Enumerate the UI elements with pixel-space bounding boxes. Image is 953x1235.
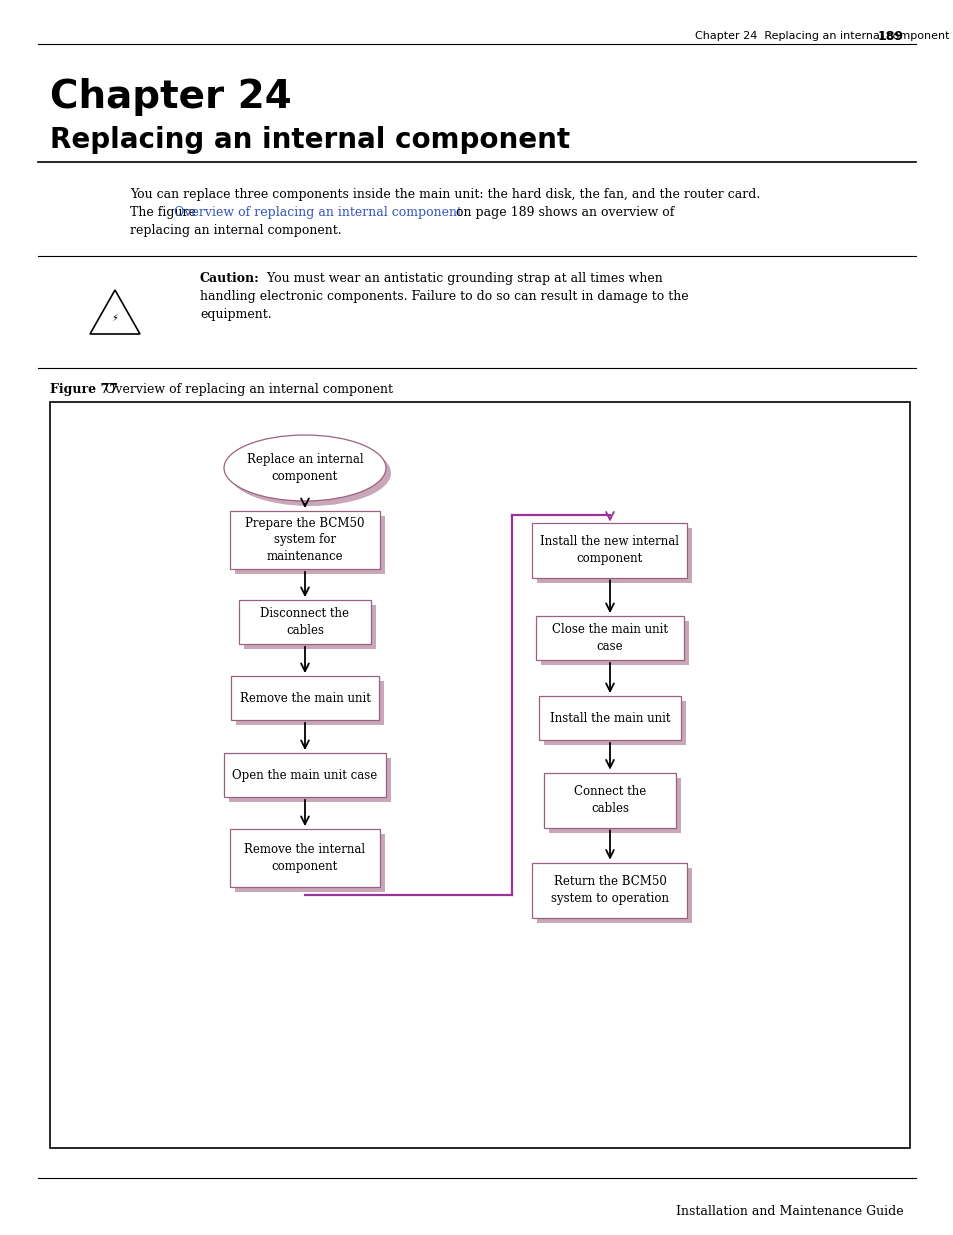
Bar (537, 527, 692, 583)
Text: on page 189 shows an overview of: on page 189 shows an overview of (452, 206, 674, 219)
Text: Remove the internal
component: Remove the internal component (244, 844, 365, 873)
Bar (244, 605, 375, 650)
Polygon shape (90, 290, 140, 333)
Text: Return the BCM50
system to operation: Return the BCM50 system to operation (551, 876, 668, 905)
Text: You can replace three components inside the main unit: the hard disk, the fan, a: You can replace three components inside … (130, 188, 760, 201)
Text: Prepare the BCM50
system for
maintenance: Prepare the BCM50 system for maintenance (245, 516, 364, 563)
Text: Chapter 24: Chapter 24 (50, 78, 292, 116)
Bar (543, 701, 685, 745)
Bar (538, 697, 680, 740)
Text: Open the main unit case: Open the main unit case (233, 768, 377, 782)
Bar (537, 867, 692, 923)
Text: Installation and Maintenance Guide: Installation and Maintenance Guide (676, 1205, 903, 1218)
Bar (230, 829, 379, 887)
Bar (543, 773, 676, 827)
Text: Overview of replacing an internal component: Overview of replacing an internal compon… (97, 383, 393, 396)
Bar (540, 621, 688, 664)
Bar (234, 516, 385, 574)
Text: The figure: The figure (130, 206, 200, 219)
Bar (229, 758, 391, 802)
Bar (230, 511, 379, 569)
Bar (548, 778, 680, 832)
Text: Replace an internal
component: Replace an internal component (247, 453, 363, 483)
Bar (231, 676, 378, 720)
Text: Disconnect the
cables: Disconnect the cables (260, 606, 349, 637)
Text: You must wear an antistatic grounding strap at all times when: You must wear an antistatic grounding st… (263, 272, 662, 285)
Text: 189: 189 (877, 30, 903, 42)
Bar (532, 522, 687, 578)
Text: Connect the
cables: Connect the cables (574, 785, 645, 815)
Bar (239, 600, 371, 643)
Bar (50, 403, 909, 1149)
Text: Replacing an internal component: Replacing an internal component (50, 126, 570, 154)
Text: handling electronic components. Failure to do so can result in damage to the: handling electronic components. Failure … (200, 290, 688, 303)
Bar (235, 680, 384, 725)
Text: equipment.: equipment. (200, 308, 272, 321)
Bar (536, 616, 683, 659)
Text: replacing an internal component.: replacing an internal component. (130, 224, 341, 237)
Text: Remove the main unit: Remove the main unit (239, 692, 370, 704)
Ellipse shape (224, 435, 386, 501)
Text: Caution:: Caution: (200, 272, 259, 285)
Text: Close the main unit
case: Close the main unit case (552, 622, 667, 653)
Text: Chapter 24  Replacing an internal component: Chapter 24 Replacing an internal compone… (695, 31, 948, 41)
Bar (532, 862, 687, 918)
Bar (224, 753, 386, 797)
Text: Figure 77: Figure 77 (50, 383, 118, 396)
Ellipse shape (229, 440, 391, 506)
Text: Install the new internal
component: Install the new internal component (540, 535, 679, 564)
Text: ⚡: ⚡ (112, 312, 118, 324)
Text: Overview of replacing an internal component: Overview of replacing an internal compon… (173, 206, 461, 219)
Bar (234, 834, 385, 892)
Text: Install the main unit: Install the main unit (549, 711, 670, 725)
